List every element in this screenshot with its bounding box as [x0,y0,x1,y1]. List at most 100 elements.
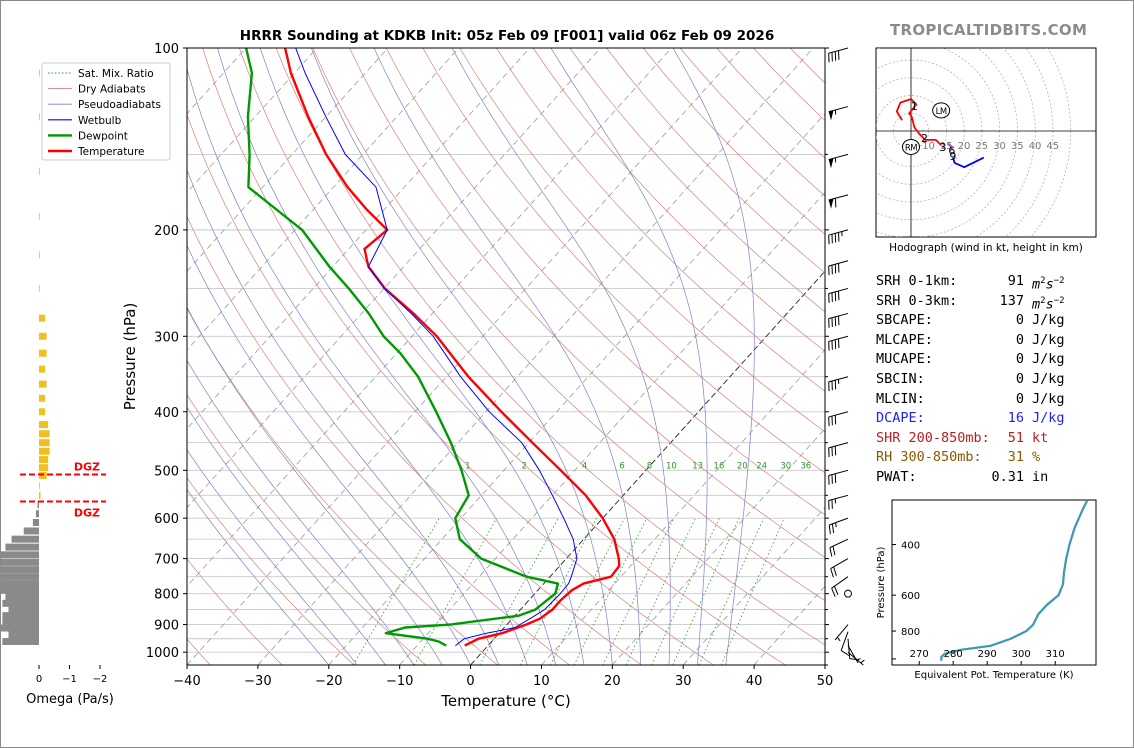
isotherm-line [187,48,672,587]
mixing-ratio-label: 16 [714,461,725,471]
wind-barb [828,47,849,63]
dry-adiabat-line [187,394,427,665]
y-tick-label: 1000 [146,646,179,661]
barb-pennant [828,110,834,121]
dry-adiabat-line [312,48,825,602]
omega-bar [39,482,40,490]
moist-adiabat-line [451,48,671,665]
stat-unit: J/kg [1032,390,1065,407]
x-tick-label: −30 [244,674,271,689]
dry-adiabat-line [238,48,786,665]
stat-unit: J/kg [1032,331,1065,348]
barb-full [833,586,839,595]
mixing-ratio-line [573,518,648,665]
sounding-stats: SRH 0-1km: 91 m2s−2 SRH 0-3km: 137 m2s−2 SBCAP… [876,272,1116,488]
x-tick-label: 0 [466,674,474,689]
dgz-label-top: DGZ [74,460,100,473]
theta-e-x-tick-label: 270 [910,649,929,660]
mixing-ratio-line [602,518,675,665]
omega-bar [0,624,40,632]
hodograph-trace [895,98,942,146]
stat-unit: J/kg [1032,312,1065,329]
barb-pennant [828,198,834,209]
barb-staff [847,638,851,659]
storm-motion-label: RM [905,143,917,153]
wind-barb [828,335,849,351]
x-tick-label: −20 [315,674,342,689]
mixing-ratio-label: 2 [521,461,526,471]
moist-adiabat-line [187,306,443,665]
stat-row: SRH 0-3km: 137 m2s−2 [876,292,1116,313]
dry-adiabat-line [496,48,825,392]
dry-adiabat-line [569,48,825,313]
stat-value: 51 [1007,429,1024,446]
dry-adiabat-line [187,215,570,665]
omega-bar [39,430,50,438]
stat-label: SRH 0-1km: [876,273,958,289]
stat-value: 31 [1007,449,1024,466]
moist-adiabat-line [373,48,642,665]
omega-bar [32,518,39,526]
y-axis-label: Pressure (hPa) [121,303,139,411]
omega-bar [39,167,40,175]
barb-full [830,568,834,578]
stat-row: SBCAPE: 0 J/kg [876,311,1116,331]
moist-adiabat-line [187,406,386,665]
mixing-ratio-line [479,518,559,665]
omega-bar [39,349,47,357]
omega-bar [39,212,40,220]
x-axis-label: Temperature (°C) [440,692,570,710]
omega-tick-label: −1 [62,674,77,685]
stat-label: SBCIN: [876,370,925,387]
wind-barb [828,194,849,209]
stat-row: RH 300-850mb: 31% [876,448,1116,468]
y-tick-label: 900 [154,619,179,634]
mixing-ratio-line [698,518,765,665]
omega-bar [0,551,39,559]
wind-barb [834,624,849,642]
storm-motion-marker [932,102,951,119]
isotherm-line [470,270,825,665]
wind-barb [828,153,849,169]
moist-adiabat-line [217,48,556,665]
skewt-background-lines: 1 2 4 6 8 10 13 16 20 24 30 36 [187,48,825,665]
dry-adiabat-line [187,307,498,665]
dewpoint-line [244,48,560,647]
stat-value: 137 [999,292,1024,309]
omega-bar [2,618,39,626]
barb-full [831,587,836,597]
stat-label: DCAPE: [876,410,925,427]
stat-unit: % [1032,449,1041,466]
mixing-ratio-line [720,518,785,665]
stat-value: 91 [1007,273,1024,289]
theta-e-line [940,499,1089,661]
barb-full [831,523,835,534]
theta-e-frame [891,499,1097,666]
wind-barb [828,469,849,485]
theta-e-y-tick-label: 600 [901,591,920,602]
omega-bar [39,464,49,472]
isotherm-line [541,349,825,665]
hodograph-ring-label: 40 [1029,141,1042,152]
isotherm-line [328,113,825,665]
moist-adiabat-line [672,48,755,665]
mixing-ratio-line [672,518,740,665]
y-tick-label: 400 [154,406,179,421]
mixing-ratio-label: 24 [756,461,767,471]
omega-bar [39,447,50,455]
stat-label: MLCAPE: [876,331,933,348]
wind-barb [829,538,849,557]
barb-full [829,547,833,557]
stat-label: SRH 0-3km: [876,292,958,309]
stat-unit: J/kg [1032,370,1065,387]
wind-barb [847,638,859,661]
omega-bar [39,251,40,259]
stat-value: 0 [1015,370,1024,387]
chart-title: HRRR Sounding at KDKB Init: 05z Feb 09 [… [240,28,774,44]
stat-row: SBCIN: 0 J/kg [876,370,1116,390]
x-tick-label: 30 [675,674,692,689]
barb-full [833,566,837,576]
moist-adiabat-line [311,48,613,665]
omega-bar [39,365,46,373]
omega-bar [8,631,39,639]
